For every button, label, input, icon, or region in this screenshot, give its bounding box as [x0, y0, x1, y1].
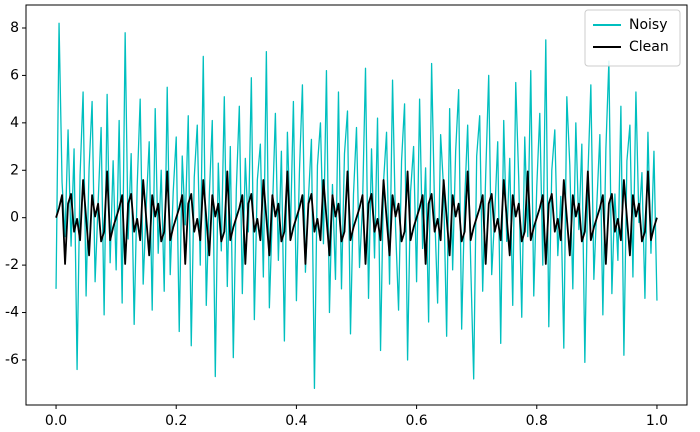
plot-frame — [25, 4, 688, 406]
x-tick-label: 1.0 — [646, 413, 668, 428]
series-line — [55, 22, 658, 390]
y-tick-label: 6 — [10, 67, 19, 83]
x-tick-label: 0.2 — [165, 413, 187, 428]
y-tick-label: 4 — [10, 115, 19, 131]
y-tick-label: 8 — [10, 20, 19, 36]
y-tick-label: -2 — [5, 257, 19, 273]
y-tick-label: 0 — [10, 210, 19, 226]
y-tick-label: -4 — [5, 305, 19, 321]
legend-label: Clean — [629, 39, 669, 55]
y-tick-label: 2 — [10, 162, 19, 178]
x-tick-label: 0.8 — [526, 413, 548, 428]
x-tick-label: 0.4 — [285, 413, 307, 428]
y-tick-label: -6 — [5, 352, 19, 368]
series-line — [55, 170, 658, 265]
x-tick-label: 0.6 — [405, 413, 427, 428]
legend-label: Noisy — [629, 17, 668, 33]
x-tick-label: 0.0 — [45, 413, 67, 428]
